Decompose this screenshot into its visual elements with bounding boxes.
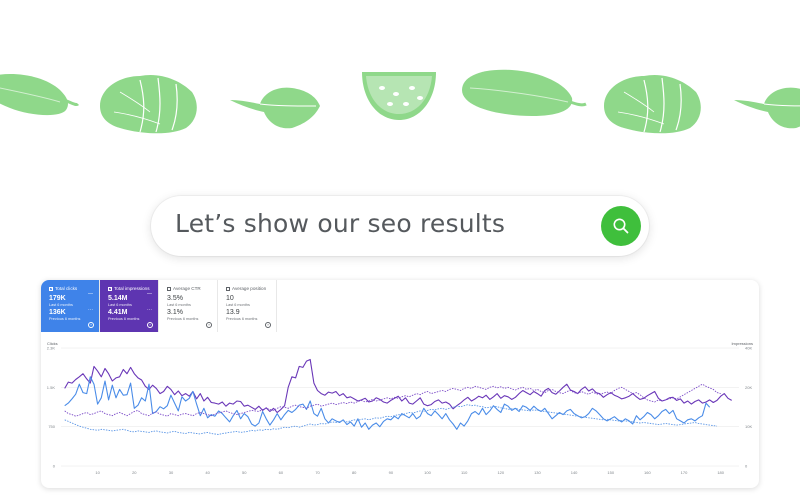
metric-value: 3.5% [167, 295, 183, 302]
metric-total-clicks[interactable]: ✓ Total clicks 179K Last 6 months 136K Pr… [41, 280, 100, 332]
metric-title: Average CTR [173, 286, 201, 291]
metric-previous-value: 136K [49, 309, 66, 316]
zucchini-icon [462, 69, 587, 116]
metric-previous-period: Previous 6 months [108, 317, 140, 321]
metric-previous-value: 4.41M [108, 309, 128, 316]
y-tick-label-left: 1.5K [47, 385, 56, 390]
checkbox-icon[interactable]: ✓ [108, 286, 112, 291]
help-icon[interactable]: ? [265, 322, 271, 328]
metric-value: 179K [49, 295, 66, 302]
y-tick-label-left: 750 [48, 424, 55, 429]
x-tick-label: 180 [717, 470, 724, 475]
dash-line-icon: — [88, 291, 93, 297]
y-tick-label-right: 40K [745, 346, 752, 351]
x-tick-label: 140 [571, 470, 578, 475]
search-icon [613, 218, 629, 234]
help-icon[interactable]: ? [206, 322, 212, 328]
x-tick-label: 20 [132, 470, 137, 475]
metric-previous-period: Previous 6 months [49, 317, 81, 321]
metric-total-impressions[interactable]: ✓ Total impressions 5.14M Last 6 months 4… [100, 280, 159, 332]
metric-value: 10 [226, 295, 234, 302]
y-tick-label-right: 20K [745, 385, 752, 390]
series-line-clicks-previous [64, 404, 718, 435]
metric-value: 5.14M [108, 295, 128, 302]
metric-period: Last 6 months [49, 303, 73, 307]
x-tick-label: 40 [205, 470, 210, 475]
y-tick-label-right: 10K [745, 424, 752, 429]
spinach-leaf-icon [734, 87, 800, 129]
checkbox-icon[interactable]: ✓ [49, 286, 53, 291]
performance-chart: Clicks Impressions 2.3K 40K 1.5K 20K 750 10K 0 0 1… [47, 341, 753, 475]
help-icon[interactable]: ? [88, 322, 94, 328]
search-input[interactable]: Let’s show our seo results [175, 209, 506, 238]
x-tick-label: 170 [681, 470, 688, 475]
dash-line-icon: — [147, 291, 152, 297]
cabbage-icon [100, 74, 197, 134]
cabbage-icon [604, 74, 701, 134]
checkbox-icon[interactable] [167, 286, 171, 291]
dotted-line-icon: ··· [147, 307, 152, 313]
x-tick-label: 60 [279, 470, 284, 475]
melon-slice-icon [362, 72, 436, 120]
help-icon[interactable]: ? [147, 322, 153, 328]
y-tick-label-left: 2.3K [47, 346, 56, 351]
metric-previous-period: Previous 6 months [167, 317, 199, 321]
x-tick-label: 110 [461, 470, 468, 475]
metric-previous-value: 3.1% [167, 309, 183, 316]
metric-average-ctr[interactable]: Average CTR 3.5% Last 6 months 3.1% Prev… [159, 280, 218, 332]
metric-title: Total clicks [55, 286, 78, 291]
series-line-impressions-previous [64, 383, 721, 417]
y-tick-label-right: 0 [745, 464, 748, 469]
metric-previous-value: 13.9 [226, 309, 240, 316]
metric-previous-period: Previous 6 months [226, 317, 258, 321]
zucchini-icon [0, 74, 80, 115]
series-line-impressions-current [64, 358, 732, 414]
y-tick-label-left: 0 [53, 464, 56, 469]
x-tick-label: 100 [424, 470, 431, 475]
y-axis-title-right: Impressions [731, 341, 753, 346]
series-line-clicks-current [64, 376, 711, 430]
metric-period: Last 6 months [226, 303, 250, 307]
metric-period: Last 6 months [167, 303, 191, 307]
x-tick-label: 50 [242, 470, 247, 475]
y-axis-title-left: Clicks [47, 341, 58, 346]
performance-dashboard: ✓ Total clicks 179K Last 6 months 136K Pr… [41, 280, 759, 488]
spinach-leaf-icon [230, 87, 320, 129]
dotted-line-icon: ··· [88, 307, 93, 313]
search-button[interactable] [601, 206, 641, 246]
x-tick-label: 80 [352, 470, 357, 475]
x-tick-label: 160 [644, 470, 651, 475]
vegetable-decoration [0, 69, 800, 134]
x-tick-label: 130 [534, 470, 541, 475]
x-tick-label: 70 [315, 470, 320, 475]
search-bar[interactable]: Let’s show our seo results [151, 196, 649, 256]
metric-average-position[interactable]: Average position 10 Last 6 months 13.9 P… [218, 280, 277, 332]
metric-period: Last 6 months [108, 303, 132, 307]
x-tick-label: 90 [389, 470, 394, 475]
x-tick-label: 150 [607, 470, 614, 475]
metrics-row: ✓ Total clicks 179K Last 6 months 136K Pr… [41, 280, 277, 332]
checkbox-icon[interactable] [226, 286, 230, 291]
metric-title: Average position [232, 286, 267, 291]
x-tick-label: 120 [497, 470, 504, 475]
x-tick-label: 30 [169, 470, 174, 475]
metric-title: Total impressions [114, 286, 150, 291]
x-tick-label: 10 [95, 470, 100, 475]
